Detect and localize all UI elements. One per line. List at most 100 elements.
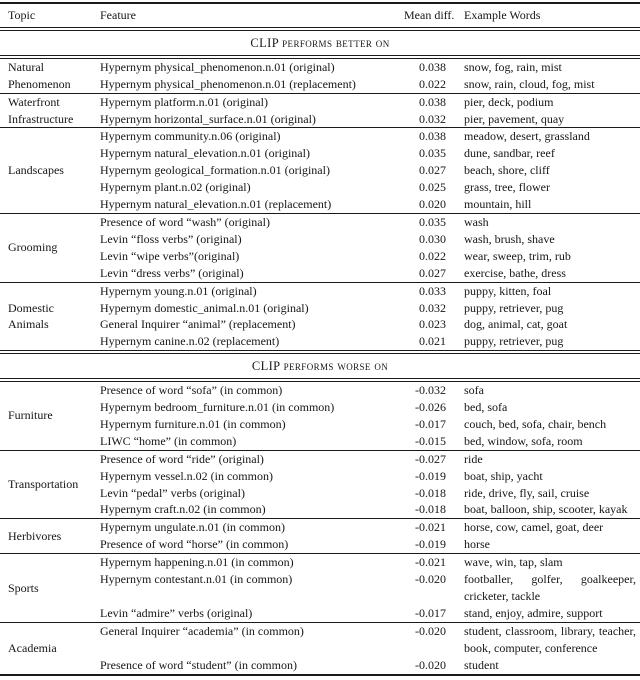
table-row: Domestic Animals Hypernym young.n.01 (ori… (0, 282, 640, 332)
feature-cell: Levin “admire” verbs (original) (100, 605, 253, 620)
feature-cell: Levin “wipe verbs”(original) (100, 248, 240, 263)
table-row: Hypernym contestant.n.01 (in common) -0.0… (0, 571, 640, 605)
example-words-cell: mountain, hill (464, 197, 532, 212)
column-header-mean-diff: Mean diff. (404, 8, 455, 22)
mean-diff-cell: 0.032 (419, 111, 446, 126)
mean-diff-cell: -0.019 (415, 537, 446, 552)
feature-cell: Presence of word “student” (in common) (100, 657, 297, 672)
example-words-cell: puppy, kitten, foal (464, 283, 552, 298)
example-words-cell: beach, shore, cliff (464, 163, 550, 178)
mean-diff-cell: 0.038 (419, 94, 446, 109)
table-row: Hypernym vessel.n.02 (in common) -0.019 bo… (0, 468, 640, 485)
example-words-cell: snow, fog, rain, mist (464, 59, 562, 74)
feature-cell: Hypernym domestic_animal.n.01 (original) (100, 300, 309, 315)
example-words-cell: wear, sweep, trim, rub (464, 248, 571, 263)
table-row: Grooming Presence of word “wash” (origina… (0, 213, 640, 254)
topic-group: Natural Phenomenon Hypernym physical_phen… (0, 56, 640, 93)
example-words-cell: horse (464, 537, 490, 552)
topic-group: Domestic Animals Hypernym young.n.01 (ori… (0, 282, 640, 352)
table-row: Levin “wipe verbs”(original) 0.022 wear, s… (0, 248, 640, 265)
mean-diff-cell: 0.038 (419, 129, 446, 144)
feature-cell: Hypernym craft.n.02 (in common) (100, 502, 266, 517)
topic-group: Herbivores Hypernym ungulate.n.01 (in com… (0, 518, 640, 554)
section-header: CLIP performs better on (0, 28, 640, 57)
topic-cell: Herbivores (8, 528, 62, 543)
table-row: Hypernym canine.n.02 (replacement) 0.021 p… (0, 333, 640, 352)
table-row: Levin “dress verbs” (original) 0.027 exerc… (0, 265, 640, 282)
topic-group: Sports Hypernym happening.n.01 (in common… (0, 553, 640, 623)
table-row: Hypernym physical_phenomenon.n.01 (repla… (0, 76, 640, 93)
mean-diff-cell: -0.032 (415, 383, 446, 398)
mean-diff-cell: -0.018 (415, 485, 446, 500)
example-words-cell: puppy, retriever, pug (464, 300, 564, 315)
feature-cell: Hypernym bedroom_furniture.n.01 (in comm… (100, 400, 335, 415)
example-words-cell: grass, tree, flower (464, 180, 550, 195)
mean-diff-cell: 0.025 (419, 180, 446, 195)
topic-group: Transportation Presence of word “ride” (o… (0, 450, 640, 519)
table-row: Levin “pedal” verbs (original) -0.018 ride… (0, 485, 640, 502)
mean-diff-cell: -0.017 (415, 605, 446, 620)
feature-cell: Hypernym ungulate.n.01 (in common) (100, 520, 285, 535)
mean-diff-cell: -0.019 (415, 468, 446, 483)
example-words-cell: wave, win, tap, slam (464, 555, 563, 570)
column-header-examples: Example Words (464, 8, 541, 22)
example-words-cell: snow, rain, cloud, fog, mist (464, 76, 595, 91)
mean-diff-cell: -0.021 (415, 555, 446, 570)
mean-diff-cell: -0.015 (415, 433, 446, 448)
feature-cell: LIWC “home” (in common) (100, 433, 237, 448)
table-row: Natural Phenomenon Hypernym physical_phen… (0, 57, 640, 91)
feature-cell: Hypernym natural_elevation.n.01 (replace… (100, 197, 332, 212)
example-words-cell: pier, pavement, quay (464, 111, 565, 126)
topic-group: Grooming Presence of word “wash” (origina… (0, 213, 640, 282)
topic-cell: Domestic Animals (8, 300, 54, 332)
feature-cell: Presence of word “ride” (original) (100, 451, 264, 466)
feature-cell: Levin “dress verbs” (original) (100, 265, 244, 280)
mean-diff-cell: 0.021 (419, 334, 446, 349)
mean-diff-cell: 0.023 (419, 317, 446, 332)
table-row: Hypernym domestic_animal.n.01 (original)… (0, 300, 640, 317)
mean-diff-cell: -0.020 (415, 657, 446, 672)
mean-diff-cell: 0.027 (419, 163, 446, 178)
mean-diff-cell: -0.020 (415, 623, 446, 638)
feature-cell: General Inquirer “animal” (replacement) (100, 317, 296, 332)
table-row: Waterfront Infrastructure Hypernym platfo… (0, 93, 640, 126)
table-row: Hypernym bedroom_furniture.n.01 (in comm… (0, 399, 640, 416)
example-words-cell: couch, bed, sofa, chair, bench (464, 416, 607, 431)
example-words-cell: pier, deck, podium (464, 94, 554, 109)
topic-cell: Waterfront Infrastructure (8, 94, 74, 126)
feature-cell: Hypernym community.n.06 (original) (100, 129, 281, 144)
example-words-cell: wash, brush, shave (464, 231, 555, 246)
example-words-cell: dune, sandbar, reef (464, 146, 555, 161)
column-header-row: Topic Feature Mean diff. Example Words (0, 3, 640, 29)
example-words-cell: meadow, desert, grassland (464, 129, 590, 144)
table-row: General Inquirer “animal” (replacement) 0… (0, 316, 640, 333)
feature-cell: Hypernym physical_phenomenon.n.01 (repla… (100, 76, 356, 91)
feature-cell: Levin “floss verbs” (original) (100, 231, 242, 246)
section-title: CLIP performs better on (250, 35, 390, 50)
table-row: Presence of word “horse” (in common) -0.0… (0, 536, 640, 553)
table-row: Landscapes Hypernym community.n.06 (origi… (0, 128, 640, 177)
mean-diff-cell: 0.022 (419, 248, 446, 263)
feature-cell: Hypernym contestant.n.01 (in common) (100, 572, 293, 587)
mean-diff-cell: -0.017 (415, 416, 446, 431)
example-words-cell: bed, window, sofa, room (464, 433, 583, 448)
example-words-cell: exercise, bathe, dress (464, 265, 566, 280)
topic-group: Furniture Presence of word “sofa” (in com… (0, 380, 640, 450)
table-row: Furniture Presence of word “sofa” (in com… (0, 380, 640, 422)
example-words-cell: sofa (464, 383, 484, 398)
feature-cell: Hypernym happening.n.01 (in common) (100, 555, 294, 570)
mean-diff-cell: 0.030 (419, 231, 446, 246)
topic-group: Academia General Inquirer “academia” (in … (0, 622, 640, 674)
table-row: Hypernym geological_formation.n.01 (orig… (0, 162, 640, 179)
section-header-row: CLIP performs better on (0, 29, 640, 57)
feature-cell: General Inquirer “academia” (in common) (100, 623, 304, 638)
table-row: Hypernym plant.n.02 (original) 0.025 grass… (0, 179, 640, 196)
topic-cell: Furniture (8, 408, 53, 423)
example-words-cell: ride, drive, fly, sail, cruise (464, 485, 590, 500)
mean-diff-cell: 0.020 (419, 197, 446, 212)
mean-diff-cell: 0.022 (419, 76, 446, 91)
topic-group: Waterfront Infrastructure Hypernym platfo… (0, 93, 640, 128)
example-words-cell: puppy, retriever, pug (464, 334, 564, 349)
feature-cell: Hypernym physical_phenomenon.n.01 (origi… (100, 59, 335, 74)
feature-cell: Hypernym young.n.01 (original) (100, 283, 257, 298)
